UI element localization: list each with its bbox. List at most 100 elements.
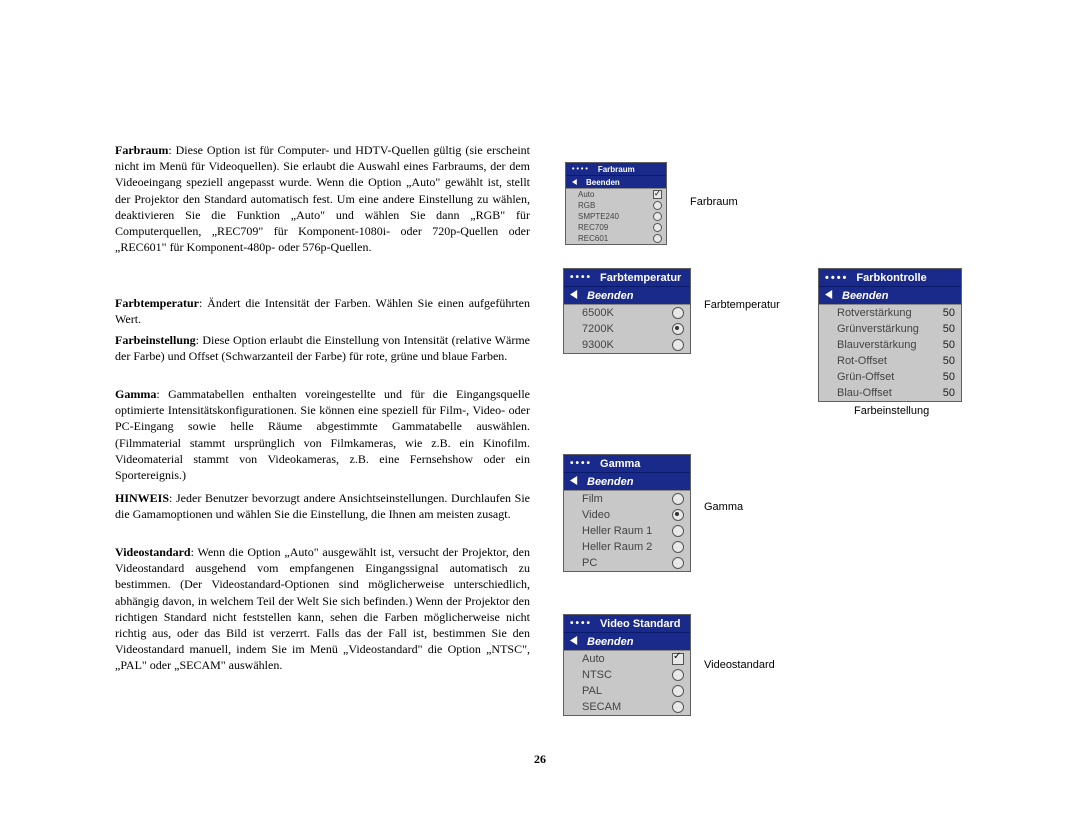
row-label: Video [582,509,672,521]
menu-farbraum-row-0[interactable]: Auto [566,189,666,200]
para-farbraum: Farbraum: Diese Option ist für Computer-… [115,142,530,265]
row-label: SMPTE240 [578,212,653,221]
row-value: 50 [935,339,955,351]
triangle-left-icon [570,290,579,302]
beenden-label: Beenden [842,290,888,302]
menu-videostandard-beenden[interactable]: Beenden [564,633,690,651]
row-label: Film [582,493,672,505]
row-label: Heller Raum 2 [582,541,672,553]
menu-farbraum-beenden[interactable]: Beenden [566,176,666,189]
para-farbeinstellung: Farbeinstellung: Diese Option erlaubt di… [115,332,530,374]
radio-icon[interactable] [653,223,662,232]
radio-icon[interactable] [672,669,684,681]
dots-icon: •••• [572,166,590,173]
row-value: 50 [935,387,955,399]
radio-icon[interactable] [672,307,684,319]
row-label: SECAM [582,701,672,713]
menu-farbraum-row-3[interactable]: REC709 [566,222,666,233]
para-gamma-text: : Gammatabellen enthalten voreingestellt… [115,387,530,482]
dots-icon: •••• [570,272,592,283]
menu-farbkontrolle-row-1: Grünverstärkung50 [819,321,961,337]
para-farbraum-text: : Diese Option ist für Computer- und HDT… [115,143,530,254]
menu-farbtemperatur-title: •••• Farbtemperatur [564,269,690,287]
para-videostandard-bold: Videostandard [115,545,191,559]
triangle-left-icon [572,177,578,187]
radio-icon[interactable] [653,212,662,221]
menu-videostandard-title: •••• Video Standard [564,615,690,633]
menu-farbkontrolle-title: ••••Farbkontrolle [819,269,961,287]
menu-farbkontrolle-row-4: Grün-Offset50 [819,369,961,385]
menu-gamma: ••••GammaBeendenFilmVideoHeller Raum 1He… [563,454,691,572]
radio-icon[interactable] [653,234,662,243]
menu-farbraum-row-1[interactable]: RGB [566,200,666,211]
triangle-left-icon [570,636,579,648]
menu-gamma-row-4[interactable]: PC [564,555,690,571]
radio-icon[interactable] [672,525,684,537]
caption-gamma: Gamma [704,501,743,513]
row-label: RGB [578,201,653,210]
row-label: Auto [578,190,653,199]
row-label: Grün-Offset [837,371,935,383]
menu-farbraum-title: ••••Farbraum [566,163,666,176]
menu-farbkontrolle-row-5: Blau-Offset50 [819,385,961,401]
menu-gamma-row-0[interactable]: Film [564,491,690,507]
para-farbeinstellung-bold: Farbeinstellung [115,333,196,347]
row-label: 7200K [582,323,672,335]
menu-gamma-row-3[interactable]: Heller Raum 2 [564,539,690,555]
row-value: 50 [935,371,955,383]
para-hinweis: HINWEIS: Jeder Benutzer bevorzugt andere… [115,490,530,532]
row-label: REC709 [578,223,653,232]
beenden-label: Beenden [587,476,633,488]
menu-title-label: Video Standard [600,618,680,630]
menu-farbkontrolle-beenden[interactable]: Beenden [819,287,961,305]
row-label: Heller Raum 1 [582,525,672,537]
radio-icon[interactable] [672,685,684,697]
dots-icon: •••• [825,272,848,284]
radio-icon[interactable] [672,323,684,335]
menu-farbtemperatur-row-0[interactable]: 6500K [564,305,690,321]
radio-icon[interactable] [672,493,684,505]
radio-icon[interactable] [672,339,684,351]
menu-gamma-beenden[interactable]: Beenden [564,473,690,491]
menu-farbkontrolle-row-3: Rot-Offset50 [819,353,961,369]
menu-farbtemperatur-beenden[interactable]: Beenden [564,287,690,305]
radio-icon[interactable] [653,201,662,210]
para-farbraum-bold: Farbraum [115,143,168,157]
menu-farbraum-row-4[interactable]: REC601 [566,233,666,244]
row-label: PC [582,557,672,569]
menu-farbkontrolle: ••••FarbkontrolleBeendenRotverstärkung50… [818,268,962,402]
menu-title-label: Farbtemperatur [600,272,681,284]
menu-videostandard-row-0[interactable]: Auto [564,651,690,667]
menu-farbtemperatur-row-2[interactable]: 9300K [564,337,690,353]
page-number: 26 [0,752,1080,767]
radio-icon[interactable] [672,557,684,569]
menu-videostandard-row-2[interactable]: PAL [564,683,690,699]
dots-icon: •••• [570,458,592,469]
para-farbtemperatur-bold: Farbtemperatur [115,296,199,310]
para-gamma-bold: Gamma [115,387,156,401]
checkbox-icon[interactable] [672,653,684,665]
row-label: 9300K [582,339,672,351]
para-hinweis-bold: HINWEIS [115,491,169,505]
menu-gamma-row-1[interactable]: Video [564,507,690,523]
row-value: 50 [935,355,955,367]
menu-farbraum-row-2[interactable]: SMPTE240 [566,211,666,222]
menu-farbraum: ••••Farbraum Beenden Auto RGB SMPTE240 REC709… [565,162,667,245]
beenden-label: Beenden [587,636,633,648]
para-gamma: Gamma: Gammatabellen enthalten voreinges… [115,386,530,493]
menu-videostandard-row-1[interactable]: NTSC [564,667,690,683]
row-label: PAL [582,685,672,697]
beenden-label: Beenden [587,290,633,302]
menu-farbtemperatur-row-1[interactable]: 7200K [564,321,690,337]
dots-icon: •••• [570,618,592,629]
radio-icon[interactable] [672,541,684,553]
checkbox-icon[interactable] [653,190,662,199]
beenden-label: Beenden [586,178,620,187]
menu-gamma-row-2[interactable]: Heller Raum 1 [564,523,690,539]
caption-videostandard: Videostandard [704,659,775,671]
para-videostandard: Videostandard: Wenn die Option „Auto" au… [115,544,530,684]
radio-icon[interactable] [672,701,684,713]
menu-videostandard-row-3[interactable]: SECAM [564,699,690,715]
row-label: Grünverstärkung [837,323,935,335]
radio-icon[interactable] [672,509,684,521]
